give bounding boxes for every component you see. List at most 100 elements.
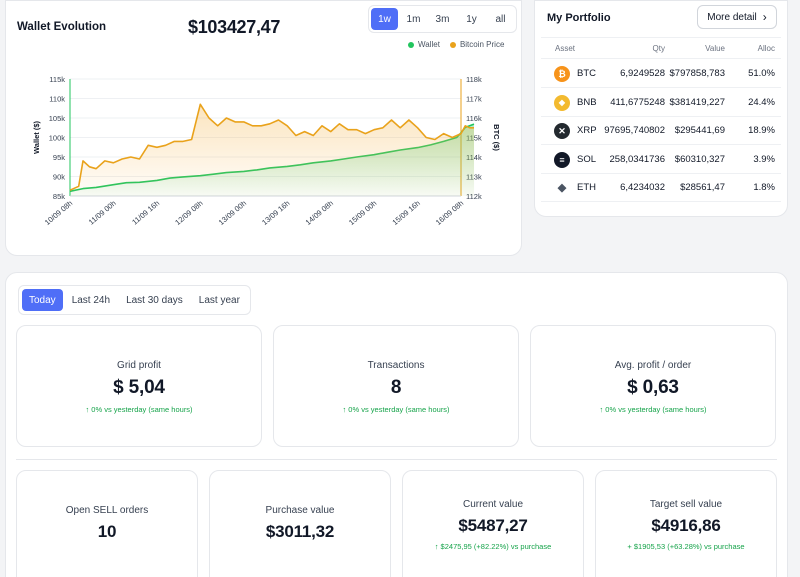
open-sell-orders-card: Open SELL orders 10 bbox=[16, 470, 198, 577]
asset-alloc: 24.4% bbox=[748, 96, 775, 108]
period-selector: Today Last 24h Last 30 days Last year bbox=[18, 285, 251, 315]
col-asset: Asset bbox=[555, 44, 576, 53]
current-value-card: Current value $5487,27 ↑ $2475,95 (+82.2… bbox=[402, 470, 584, 577]
more-detail-label: More detail bbox=[707, 11, 757, 23]
y2-axis-title: BTC ($) bbox=[492, 124, 501, 151]
asset-alloc: 1.8% bbox=[753, 182, 775, 193]
stat-value: $3011,32 bbox=[265, 522, 335, 541]
bitcoin-icon: ₿ bbox=[554, 66, 570, 82]
col-alloc: Alloc bbox=[757, 44, 775, 53]
bnb-icon: ◆ bbox=[554, 94, 570, 111]
portfolio-card: My Portfolio More detail › Asset Qty Val… bbox=[534, 0, 788, 217]
y-tick-label: 115k bbox=[49, 75, 65, 84]
period-last-year-button[interactable]: Last year bbox=[198, 294, 240, 306]
range-all-button[interactable]: all bbox=[495, 13, 506, 25]
x-tick-label: 15/09 16h bbox=[390, 199, 421, 227]
stat-value: 8 bbox=[390, 377, 402, 398]
x-tick-label: 13/09 16h bbox=[260, 199, 291, 227]
wallet-evolution-card: Wallet Evolution $103427,47 1w 1m 3m 1y … bbox=[5, 0, 522, 256]
stat-label: Current value bbox=[462, 499, 524, 510]
purchase-value-card: Purchase value $3011,32 bbox=[209, 470, 391, 577]
legend-bitcoin-label: Bitcoin Price bbox=[459, 40, 505, 49]
period-today-button[interactable]: Today bbox=[22, 289, 63, 311]
ethereum-icon: ◆ bbox=[554, 180, 570, 196]
chevron-right-icon: › bbox=[762, 10, 767, 24]
legend-wallet-label: Wallet bbox=[418, 40, 440, 49]
stat-change: ↑ 0% vs yesterday (same hours) bbox=[342, 405, 450, 414]
bitcoin-area bbox=[70, 104, 475, 196]
asset-alloc: 3.9% bbox=[753, 153, 775, 165]
period-last-24h-button[interactable]: Last 24h bbox=[71, 294, 111, 306]
stat-change: + $1905,53 (+63.28%) vs purchase bbox=[627, 542, 745, 551]
legend-wallet[interactable]: Wallet bbox=[408, 40, 440, 49]
asset-qty: 97695,740802 bbox=[604, 125, 665, 136]
legend-bitcoin-dot bbox=[449, 41, 456, 48]
stat-change: ↑ $2475,95 (+82.22%) vs purchase bbox=[434, 542, 552, 551]
stat-label: Open SELL orders bbox=[65, 505, 149, 516]
wallet-total-value: $103427,47 bbox=[188, 17, 281, 37]
y-tick-label: 85k bbox=[53, 192, 65, 201]
asset-value: $381419,227 bbox=[669, 96, 725, 108]
portfolio-row-sol[interactable]: ≡ SOL 258,0341736 $60310,327 3.9% bbox=[541, 146, 781, 174]
x-tick-label: 11/09 00h bbox=[87, 199, 118, 227]
y2-tick-label: 116k bbox=[466, 114, 482, 123]
portfolio-row-xrp[interactable]: ✕ XRP 97695,740802 $295441,69 18.9% bbox=[541, 117, 781, 145]
portfolio-title: My Portfolio bbox=[547, 12, 611, 24]
stat-label: Purchase value bbox=[265, 505, 335, 516]
asset-alloc: 18.9% bbox=[748, 125, 775, 136]
stat-label: Transactions bbox=[367, 360, 425, 371]
y2-tick-label: 118k bbox=[466, 75, 482, 84]
stats-panel: Today Last 24h Last 30 days Last year Gr… bbox=[5, 272, 788, 577]
range-1m-button[interactable]: 1m bbox=[406, 13, 421, 25]
y2-tick-label: 112k bbox=[466, 192, 482, 201]
range-3m-button[interactable]: 3m bbox=[435, 13, 450, 25]
period-last-30-days-button[interactable]: Last 30 days bbox=[126, 294, 183, 306]
y-axis-title: Wallet ($) bbox=[32, 120, 41, 154]
y-tick-label: 95k bbox=[53, 153, 65, 162]
asset-qty: 6,4234032 bbox=[620, 182, 665, 193]
y-tick-label: 100k bbox=[49, 134, 66, 143]
asset-value: $60310,327 bbox=[674, 153, 725, 165]
asset-value: $28561,47 bbox=[680, 182, 725, 193]
solana-icon: ≡ bbox=[554, 151, 570, 168]
wallet-chart: 115k110k105k100k95k90k85k118k117k116k115… bbox=[32, 75, 501, 227]
x-tick-label: 11/09 16h bbox=[130, 199, 161, 227]
portfolio-row-eth[interactable]: ◆ ETH 6,4234032 $28561,47 1.8% bbox=[541, 174, 781, 202]
y-tick-label: 90k bbox=[53, 173, 65, 182]
asset-symbol: ETH bbox=[577, 182, 596, 193]
asset-qty: 411,6775248 bbox=[610, 96, 665, 108]
bitcoin-price-line bbox=[69, 103, 474, 191]
stat-value: $ 0,63 bbox=[627, 377, 679, 398]
portfolio-row-bnb[interactable]: ◆ BNB 411,6775248 $381419,227 24.4% bbox=[541, 89, 781, 117]
asset-qty: 6,9249528 bbox=[620, 68, 665, 79]
stat-label: Target sell value bbox=[649, 499, 723, 510]
range-1w-button[interactable]: 1w bbox=[371, 8, 398, 30]
legend-wallet-dot bbox=[408, 41, 414, 48]
x-tick-label: 15/09 00h bbox=[347, 199, 378, 227]
stat-value: $4916,86 bbox=[651, 516, 721, 535]
time-range-selector: 1w 1m 3m 1y all bbox=[368, 5, 517, 33]
col-value: Value bbox=[705, 44, 725, 53]
asset-alloc: 51.0% bbox=[748, 68, 775, 79]
stat-change: ↑ 0% vs yesterday (same hours) bbox=[599, 405, 707, 414]
xrp-icon: ✕ bbox=[554, 123, 570, 139]
asset-qty: 258,0341736 bbox=[609, 153, 665, 165]
legend-bitcoin[interactable]: Bitcoin Price bbox=[449, 40, 505, 49]
stat-value: 10 bbox=[97, 522, 117, 541]
stat-label: Grid profit bbox=[117, 360, 161, 371]
col-qty: Qty bbox=[652, 44, 665, 53]
transactions-card: Transactions 8 ↑ 0% vs yesterday (same h… bbox=[273, 325, 519, 447]
asset-value: $797858,783 bbox=[669, 68, 725, 79]
portfolio-table-header: Asset Qty Value Alloc bbox=[541, 37, 781, 59]
x-tick-label: 10/09 08h bbox=[43, 199, 74, 227]
wallet-title: Wallet Evolution bbox=[17, 21, 107, 33]
more-detail-button[interactable]: More detail › bbox=[697, 5, 777, 29]
x-tick-label: 14/09 08h bbox=[304, 199, 335, 227]
range-1y-button[interactable]: 1y bbox=[466, 13, 477, 25]
y-tick-label: 110k bbox=[49, 95, 65, 104]
avg-profit-card: Avg. profit / order $ 0,63 ↑ 0% vs yeste… bbox=[530, 325, 776, 447]
portfolio-row-btc[interactable]: ₿ BTC 6,9249528 $797858,783 51.0% bbox=[541, 60, 781, 88]
stat-value: $ 5,04 bbox=[113, 377, 165, 398]
asset-symbol: XRP bbox=[577, 125, 597, 136]
stat-change: ↑ 0% vs yesterday (same hours) bbox=[85, 405, 193, 414]
